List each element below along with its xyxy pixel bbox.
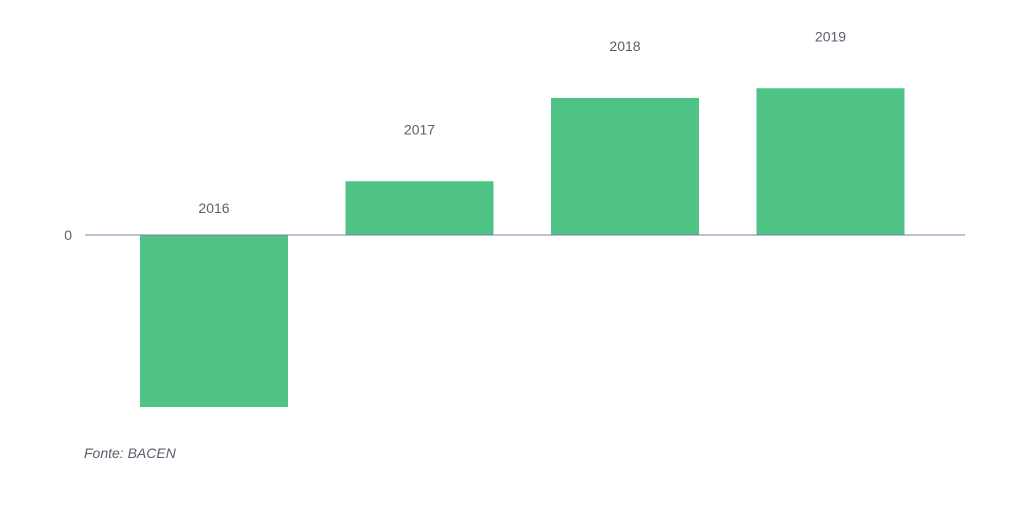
category-labels-group: 2016 2017 2018 2019 xyxy=(198,28,846,216)
category-label-2016: 2016 xyxy=(198,200,229,216)
bars-group xyxy=(140,88,905,407)
bar-2017 xyxy=(345,181,494,235)
category-label-2017: 2017 xyxy=(404,121,435,137)
bar-2018 xyxy=(551,97,699,235)
category-label-2019: 2019 xyxy=(815,28,846,44)
y-tick-label-zero: 0 xyxy=(64,227,72,243)
bar-2019 xyxy=(756,88,905,235)
bar-2016 xyxy=(140,235,288,407)
category-label-2018: 2018 xyxy=(609,38,640,54)
source-note: Fonte: BACEN xyxy=(84,445,176,461)
